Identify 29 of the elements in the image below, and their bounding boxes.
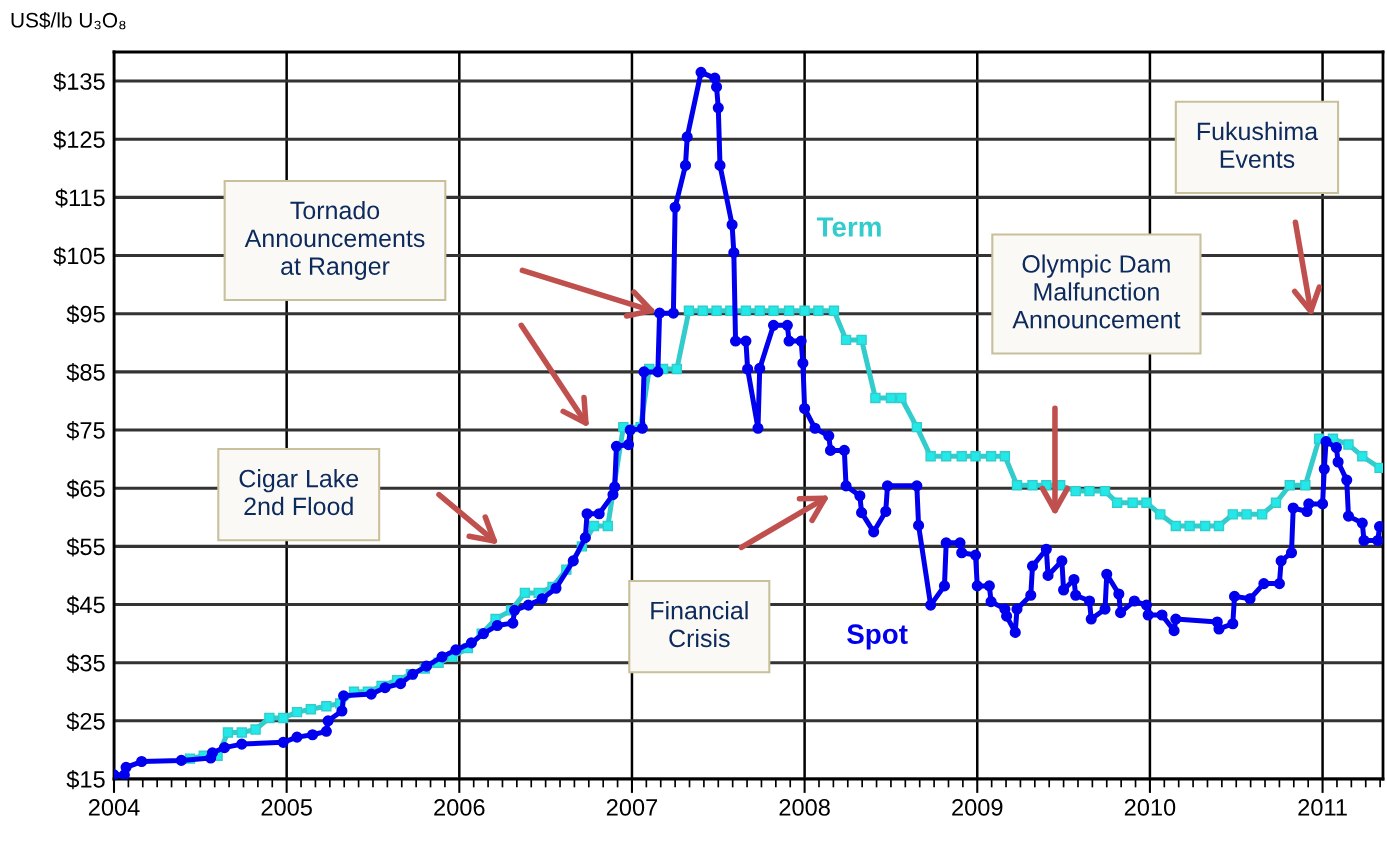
annotation: Financial Crisis xyxy=(651,601,748,648)
annotation: Cigar Lake 2nd Flood xyxy=(239,469,359,516)
annotation: Fukushima Events xyxy=(1197,121,1319,169)
y-tick-label: $35 xyxy=(66,653,105,673)
y-tick-label: $45 xyxy=(66,595,105,615)
text: Term xyxy=(816,217,881,237)
x-tick-label: 2011 xyxy=(1298,799,1347,816)
x-tick-label: 2008 xyxy=(779,799,830,816)
y-tick-label: $125 xyxy=(53,130,105,150)
y-tick-label: $55 xyxy=(66,537,105,557)
y-tick-label: $115 xyxy=(55,188,105,208)
y-tick-label: $15 xyxy=(66,770,105,790)
x-tick-label: 2009 xyxy=(952,799,1003,816)
y-tick-label: $135 xyxy=(53,72,105,92)
y-tick-label: $95 xyxy=(66,304,105,324)
x-tick-label: 2005 xyxy=(261,799,312,816)
annotation: Olympic Dam Malfunction Announcement xyxy=(1012,254,1181,329)
y-tick-label: $85 xyxy=(66,362,105,383)
y-tick-label: $25 xyxy=(66,711,105,732)
x-tick-label: 2006 xyxy=(434,799,485,816)
x-tick-label: 2010 xyxy=(1124,799,1176,816)
x-tick-label: 2007 xyxy=(606,799,658,816)
y-tick-label: $65 xyxy=(66,479,105,499)
y-tick-label: $75 xyxy=(66,421,105,441)
series-label: Spot xyxy=(847,624,908,650)
x-tick-label: 2004 xyxy=(88,799,140,816)
y-tick-label: $105 xyxy=(53,246,105,266)
y-axis-title: US$/lb U₃O₈ xyxy=(11,11,126,30)
annotation: Tornado Announcements at Ranger xyxy=(244,200,425,280)
